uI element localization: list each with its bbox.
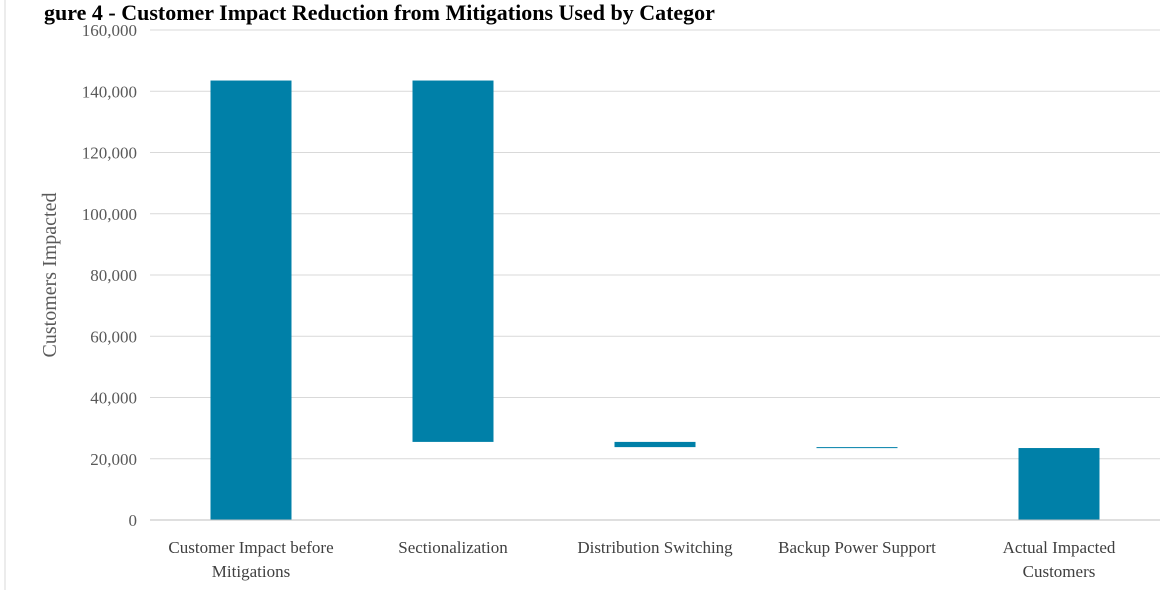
x-category-label: Actual Impacted Customers xyxy=(1003,538,1116,581)
x-category-label: Sectionalization xyxy=(398,538,508,557)
y-axis-tick-labels: 0 20,000 40,000 60,000 80,000 100,000 120,000 1… xyxy=(82,21,137,530)
x-category-label: Distribution Switching xyxy=(577,538,733,557)
y-tick-label: 160,000 xyxy=(82,21,137,40)
chart-title: gure 4 - Customer Impact Reduction from … xyxy=(44,0,715,25)
y-tick-label: 80,000 xyxy=(90,266,137,285)
y-tick-label: 120,000 xyxy=(82,144,137,163)
y-tick-label: 100,000 xyxy=(82,205,137,224)
x-category-label: Backup Power Support xyxy=(778,538,936,557)
bar xyxy=(614,441,696,448)
bar xyxy=(412,80,494,442)
bar xyxy=(1018,448,1100,520)
y-tick-label: 20,000 xyxy=(90,450,137,469)
x-axis-category-labels: Customer Impact before Mitigations Section… xyxy=(168,538,1116,581)
y-tick-label: 140,000 xyxy=(82,82,137,101)
bar xyxy=(210,80,292,520)
y-tick-label: 0 xyxy=(129,511,138,530)
bar xyxy=(816,447,898,449)
gridlines xyxy=(150,29,1160,460)
y-tick-label: 60,000 xyxy=(90,327,137,346)
x-category-label: Customer Impact before Mitigations xyxy=(168,538,333,581)
y-axis-title: Customers Impacted xyxy=(39,193,61,358)
bars xyxy=(210,80,1100,520)
y-tick-label: 40,000 xyxy=(90,389,137,408)
